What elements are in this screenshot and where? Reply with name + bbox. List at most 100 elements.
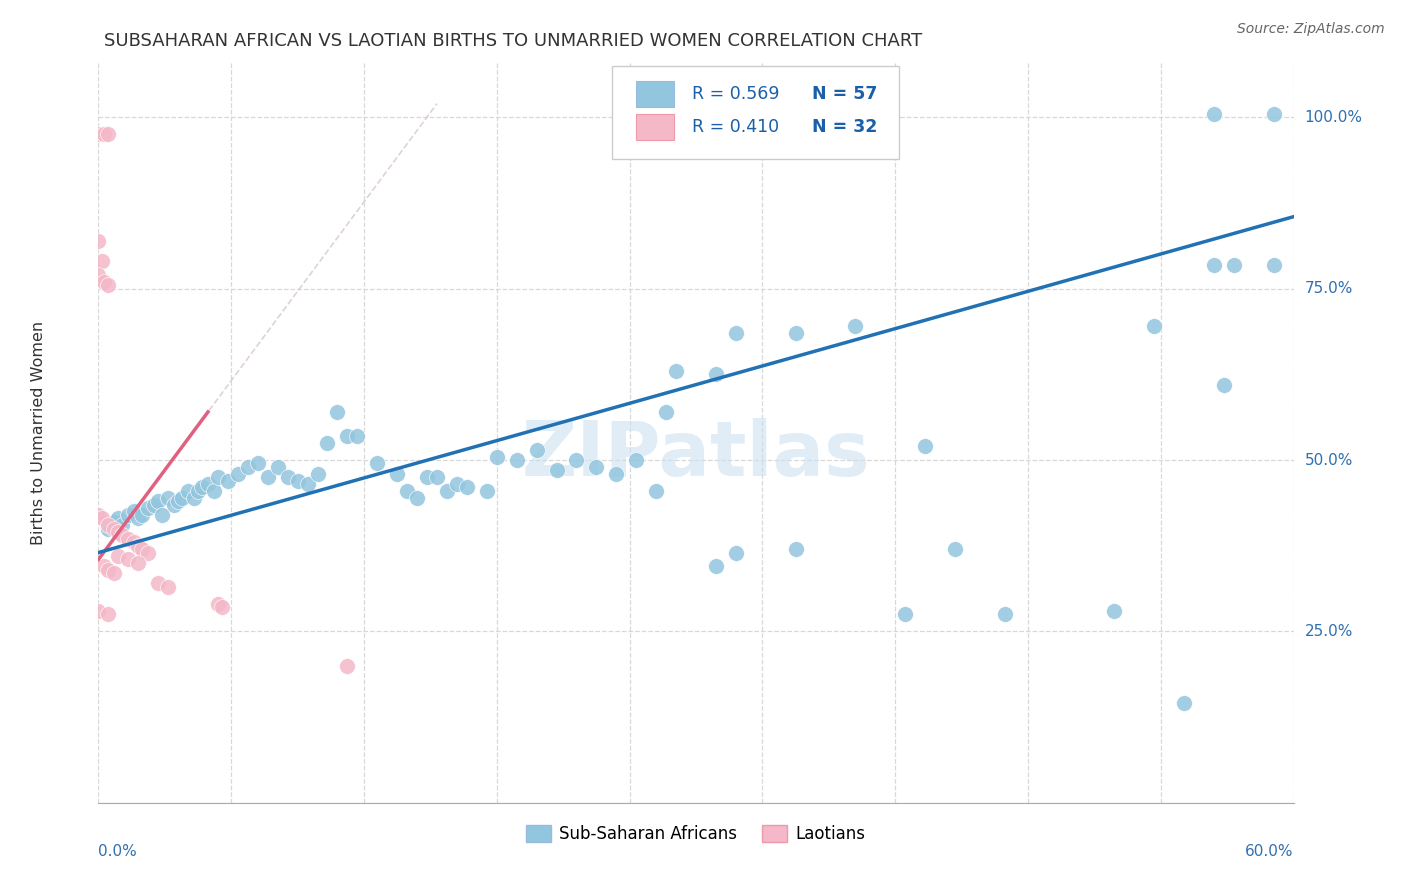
Point: [246, 457, 269, 471]
Point: [346, 429, 368, 443]
Point: [107, 524, 129, 539]
Point: [191, 480, 214, 494]
Point: [785, 542, 807, 557]
Point: [605, 467, 627, 481]
Text: ZIPatlas: ZIPatlas: [522, 417, 870, 491]
Point: [93, 559, 115, 574]
Text: SUBSAHARAN AFRICAN VS LAOTIAN BIRTHS TO UNMARRIED WOMEN CORRELATION CHART: SUBSAHARAN AFRICAN VS LAOTIAN BIRTHS TO …: [104, 32, 922, 50]
Point: [366, 457, 388, 471]
Point: [91, 254, 114, 268]
Point: [211, 600, 233, 615]
Point: [994, 607, 1017, 622]
Point: [1223, 258, 1246, 272]
FancyBboxPatch shape: [613, 66, 900, 159]
Text: 60.0%: 60.0%: [1246, 844, 1294, 858]
Point: [177, 483, 200, 498]
Text: 100.0%: 100.0%: [1305, 110, 1362, 125]
Point: [1104, 604, 1126, 618]
Text: N = 32: N = 32: [811, 119, 877, 136]
Point: [226, 467, 249, 481]
Point: [97, 522, 120, 536]
Point: [97, 278, 120, 293]
Point: [626, 453, 648, 467]
Text: 75.0%: 75.0%: [1305, 281, 1353, 296]
FancyBboxPatch shape: [637, 81, 675, 107]
Point: [157, 580, 180, 594]
Point: [914, 439, 936, 453]
Point: [150, 508, 173, 522]
Point: [183, 491, 205, 505]
Point: [236, 459, 259, 474]
Point: [127, 556, 149, 570]
Point: [894, 607, 917, 622]
Point: [148, 494, 170, 508]
Point: [87, 508, 110, 522]
Point: [127, 511, 149, 525]
Point: [107, 549, 129, 563]
Point: [157, 491, 180, 505]
Point: [307, 467, 329, 481]
Text: 25.0%: 25.0%: [1305, 624, 1353, 639]
Point: [117, 552, 139, 566]
Point: [202, 483, 225, 498]
Point: [436, 483, 458, 498]
Point: [326, 405, 349, 419]
Point: [287, 474, 309, 488]
Point: [136, 501, 159, 516]
Point: [943, 542, 966, 557]
Point: [107, 511, 129, 525]
Point: [426, 470, 449, 484]
Point: [87, 234, 110, 248]
Point: [111, 528, 134, 542]
Point: [416, 470, 439, 484]
Point: [91, 511, 114, 525]
Point: [297, 477, 319, 491]
Point: [103, 522, 125, 536]
Text: Source: ZipAtlas.com: Source: ZipAtlas.com: [1237, 22, 1385, 37]
Point: [485, 450, 508, 464]
Point: [704, 559, 727, 574]
Point: [97, 518, 120, 533]
Point: [844, 319, 866, 334]
Point: [117, 508, 139, 522]
Text: 0.0%: 0.0%: [98, 844, 138, 858]
Point: [111, 518, 134, 533]
Point: [1202, 107, 1225, 121]
Point: [506, 453, 529, 467]
Point: [406, 491, 429, 505]
Point: [385, 467, 409, 481]
Point: [316, 436, 339, 450]
Point: [655, 405, 678, 419]
Point: [87, 128, 110, 142]
Point: [1263, 258, 1285, 272]
Point: [336, 429, 359, 443]
Text: R = 0.410: R = 0.410: [692, 119, 779, 136]
Point: [163, 498, 186, 512]
Point: [446, 477, 468, 491]
Point: [127, 539, 149, 553]
Point: [267, 459, 290, 474]
Point: [207, 597, 229, 611]
Point: [645, 483, 668, 498]
Point: [1173, 697, 1195, 711]
FancyBboxPatch shape: [637, 114, 675, 140]
Point: [217, 474, 239, 488]
Point: [103, 515, 125, 529]
Text: 50.0%: 50.0%: [1305, 452, 1353, 467]
Point: [585, 459, 607, 474]
Point: [665, 364, 688, 378]
Point: [1212, 377, 1234, 392]
Point: [148, 576, 170, 591]
Point: [256, 470, 278, 484]
Point: [87, 604, 110, 618]
Point: [704, 368, 727, 382]
Point: [1202, 258, 1225, 272]
Point: [143, 498, 166, 512]
Point: [117, 532, 139, 546]
Point: [124, 535, 146, 549]
Point: [277, 470, 299, 484]
Point: [724, 545, 747, 559]
Point: [724, 326, 747, 341]
Text: Births to Unmarried Women: Births to Unmarried Women: [31, 320, 46, 545]
Point: [93, 275, 115, 289]
